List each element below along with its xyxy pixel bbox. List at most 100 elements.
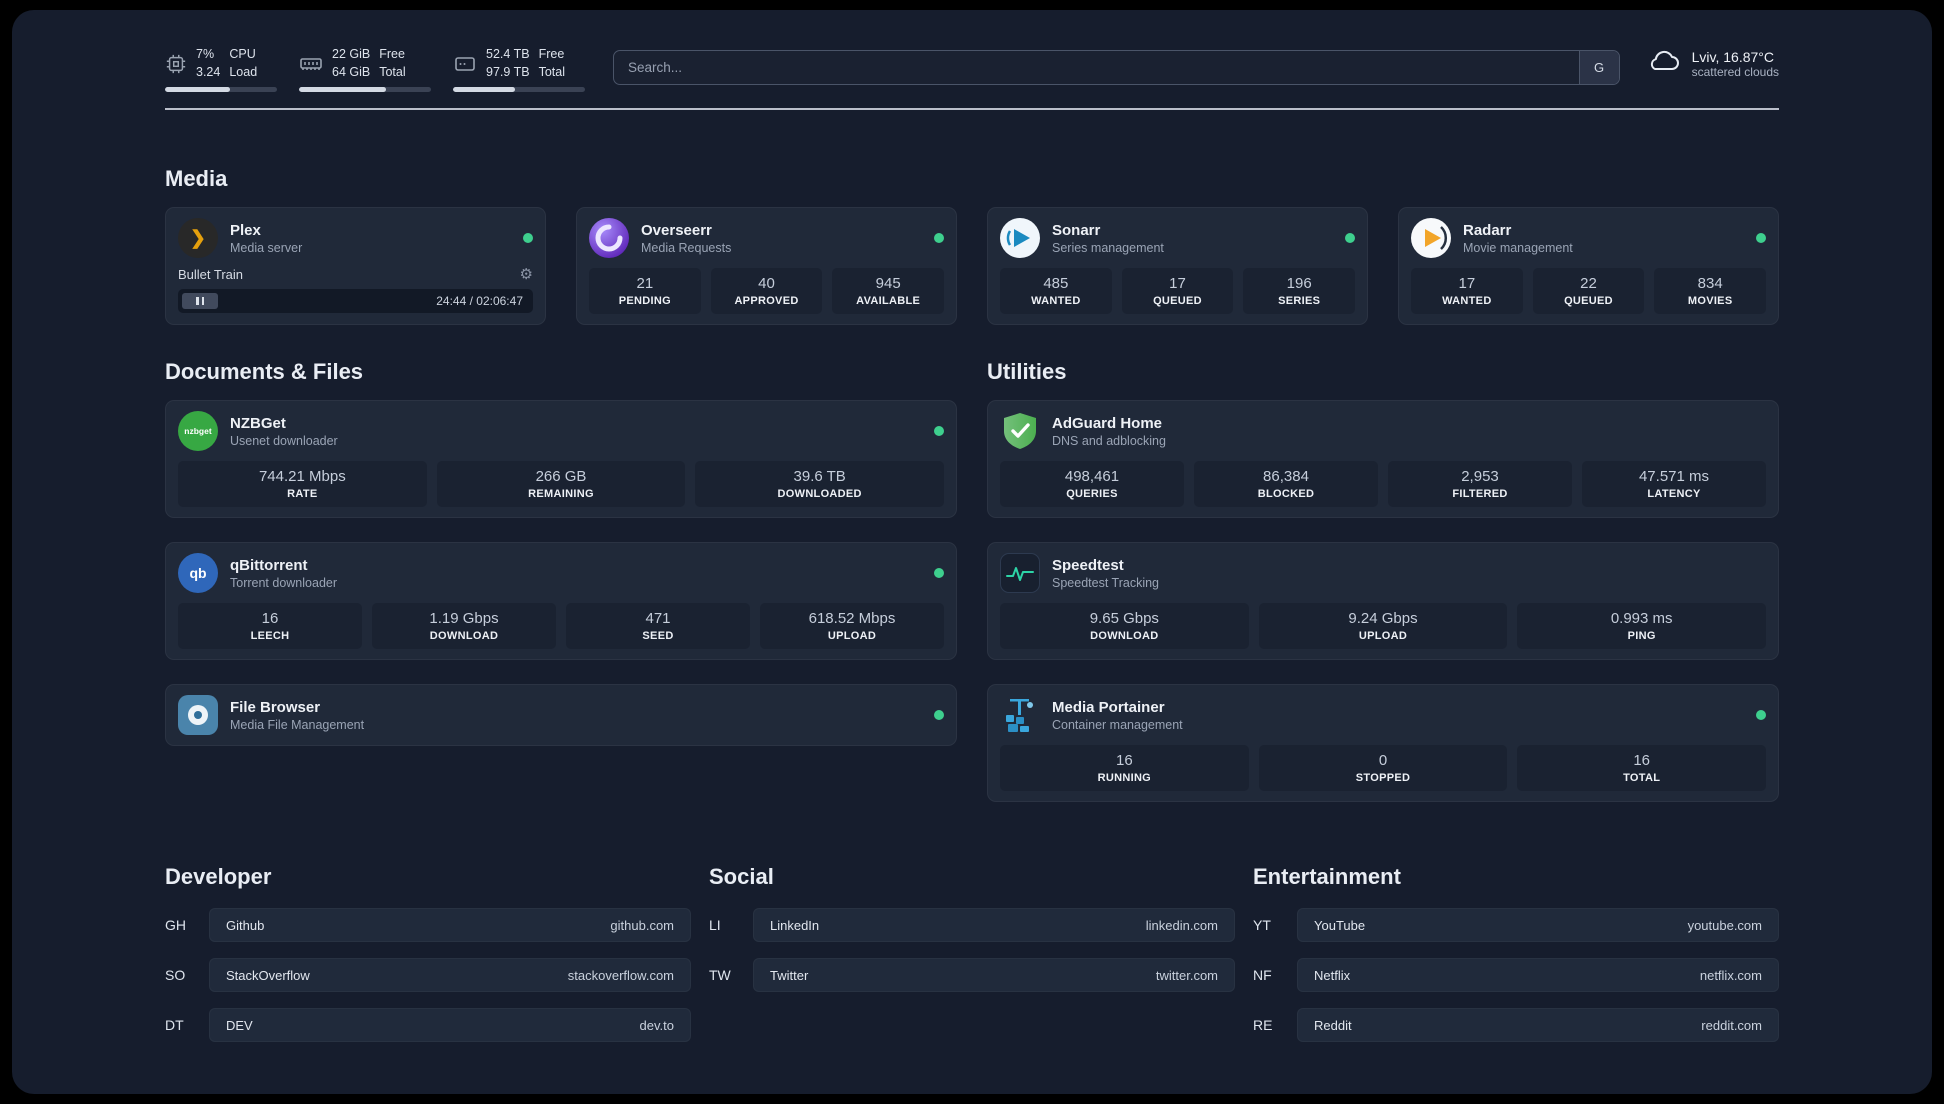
stat-remaining: 266 GB REMAINING bbox=[436, 461, 686, 507]
disk-widget: 52.4 TB 97.9 TB Free Total bbox=[453, 46, 585, 92]
app-desc: Container management bbox=[1052, 717, 1183, 732]
memory-bar bbox=[299, 87, 431, 92]
plex-now-playing: Bullet Train ⚙ 24:44 / 02:06:47 bbox=[178, 267, 533, 313]
topbar: 7% 3.24 CPU Load 22 GiB bbox=[165, 46, 1779, 92]
memory-free-value: 22 GiB bbox=[332, 47, 371, 61]
card-filebrowser: File Browser Media File Management bbox=[165, 684, 957, 746]
app-desc: Media Requests bbox=[641, 240, 732, 255]
memory-icon bbox=[299, 52, 323, 76]
section-media: Media ❯ Plex Media server Bullet Train bbox=[165, 166, 1779, 325]
filebrowser-link[interactable]: File Browser Media File Management bbox=[178, 695, 944, 735]
disk-bar bbox=[453, 87, 585, 92]
app-name: File Browser bbox=[230, 698, 321, 716]
portainer-icon bbox=[1000, 695, 1040, 735]
card-radarr: Radarr Movie management 17 WANTED 22 QUE… bbox=[1398, 207, 1779, 325]
nzbget-icon: nzbget bbox=[178, 411, 218, 451]
search-input[interactable] bbox=[614, 51, 1579, 84]
cloud-icon bbox=[1646, 48, 1682, 79]
stat-download: 9.65 Gbps DOWNLOAD bbox=[1000, 603, 1249, 649]
bookmark-reddit[interactable]: RE Reddit reddit.com bbox=[1253, 1008, 1779, 1042]
app-name: qBittorrent bbox=[230, 556, 308, 574]
app-name: AdGuard Home bbox=[1052, 414, 1163, 432]
stat-movies: 834 MOVIES bbox=[1654, 268, 1767, 314]
bookmark-twitter[interactable]: TW Twitter twitter.com bbox=[709, 958, 1235, 992]
disk-total-value: 97.9 TB bbox=[486, 64, 530, 79]
app-desc: DNS and adblocking bbox=[1052, 433, 1166, 448]
player-progress-bar[interactable]: 24:44 / 02:06:47 bbox=[178, 289, 533, 313]
bookmark-stackoverflow[interactable]: SO StackOverflow stackoverflow.com bbox=[165, 958, 691, 992]
disk-free-value: 52.4 TB bbox=[486, 47, 530, 61]
bookmark-linkedin[interactable]: LI LinkedIn linkedin.com bbox=[709, 908, 1235, 942]
stat-total: 16 TOTAL bbox=[1517, 745, 1767, 791]
bookmark-github[interactable]: GH Github github.com bbox=[165, 908, 691, 942]
status-dot bbox=[934, 710, 944, 720]
pause-button[interactable] bbox=[182, 293, 218, 309]
cpu-load-value: 3.24 bbox=[196, 64, 221, 79]
status-dot bbox=[934, 233, 944, 243]
adguard-link[interactable]: AdGuard Home DNS and adblocking bbox=[1000, 411, 1766, 451]
bookmark-youtube[interactable]: YT YouTube youtube.com bbox=[1253, 908, 1779, 942]
app-desc: Media server bbox=[230, 240, 303, 255]
stat-upload: 9.24 Gbps UPLOAD bbox=[1258, 603, 1508, 649]
app-desc: Usenet downloader bbox=[230, 433, 338, 448]
memory-total-label: Total bbox=[379, 64, 406, 79]
status-dot bbox=[934, 568, 944, 578]
stat-download: 1.19 Gbps DOWNLOAD bbox=[372, 603, 556, 649]
status-dot bbox=[1756, 233, 1766, 243]
section-title-developer: Developer bbox=[165, 864, 272, 889]
cpu-percent: 7% bbox=[196, 47, 215, 61]
app-desc: Torrent downloader bbox=[230, 575, 338, 590]
bookmark-netflix[interactable]: NF Netflix netflix.com bbox=[1253, 958, 1779, 992]
stat-queued: 17 QUEUED bbox=[1121, 268, 1234, 314]
bookmarks-developer: Developer GH Github github.com SO StackO… bbox=[165, 864, 691, 1042]
cpu-widget: 7% 3.24 CPU Load bbox=[165, 46, 277, 92]
bookmarks-entertainment: Entertainment YT YouTube youtube.com NF … bbox=[1253, 864, 1779, 1042]
stat-upload: 618.52 Mbps UPLOAD bbox=[760, 603, 944, 649]
memory-total-value: 64 GiB bbox=[332, 64, 371, 79]
overseerr-link[interactable]: Overseerr Media Requests bbox=[589, 218, 944, 258]
card-speedtest: Speedtest Speedtest Tracking 9.65 Gbps D… bbox=[987, 542, 1779, 660]
app-name: Sonarr bbox=[1052, 221, 1101, 239]
card-nzbget: nzbget NZBGet Usenet downloader 744.21 M… bbox=[165, 400, 957, 518]
stat-ping: 0.993 ms PING bbox=[1517, 603, 1767, 649]
card-plex: ❯ Plex Media server Bullet Train ⚙ bbox=[165, 207, 546, 325]
overseerr-icon bbox=[589, 218, 629, 258]
disk-total-label: Total bbox=[538, 64, 565, 79]
disk-icon bbox=[453, 52, 477, 76]
radarr-link[interactable]: Radarr Movie management bbox=[1411, 218, 1766, 258]
bookmarks-social: Social LI LinkedIn linkedin.com TW Twitt… bbox=[709, 864, 1235, 1042]
search-engine-button[interactable]: G bbox=[1578, 51, 1619, 84]
qbittorrent-link[interactable]: qb qBittorrent Torrent downloader bbox=[178, 553, 944, 593]
qbittorrent-icon: qb bbox=[178, 553, 218, 593]
section-title-utilities: Utilities bbox=[987, 359, 1067, 384]
stat-queued: 22 QUEUED bbox=[1532, 268, 1645, 314]
gear-icon[interactable]: ⚙ bbox=[519, 266, 533, 283]
portainer-link[interactable]: Media Portainer Container management bbox=[1000, 695, 1766, 735]
stat-available: 945 AVAILABLE bbox=[832, 268, 945, 314]
adguard-shield-icon bbox=[1000, 411, 1040, 451]
bookmark-dev[interactable]: DT DEV dev.to bbox=[165, 1008, 691, 1042]
app-name: Media Portainer bbox=[1052, 698, 1165, 716]
weather-location: Lviv, 16.87°C bbox=[1691, 48, 1774, 65]
disk-free-label: Free bbox=[538, 47, 565, 61]
stat-wanted: 485 WANTED bbox=[1000, 268, 1112, 314]
card-portainer: Media Portainer Container management 16 … bbox=[987, 684, 1779, 802]
app-desc: Speedtest Tracking bbox=[1052, 575, 1160, 590]
plex-link[interactable]: ❯ Plex Media server bbox=[178, 218, 533, 258]
nzbget-link[interactable]: nzbget NZBGet Usenet downloader bbox=[178, 411, 944, 451]
speedtest-link[interactable]: Speedtest Speedtest Tracking bbox=[1000, 553, 1766, 593]
card-sonarr: Sonarr Series management 485 WANTED 17 Q… bbox=[987, 207, 1368, 325]
weather-condition: scattered clouds bbox=[1691, 64, 1779, 79]
stat-filtered: 2,953 FILTERED bbox=[1388, 461, 1572, 507]
stat-wanted: 17 WANTED bbox=[1411, 268, 1523, 314]
header-divider bbox=[165, 108, 1779, 110]
section-documents: Documents & Files nzbget NZBGet Usenet d… bbox=[165, 359, 957, 746]
sonarr-link[interactable]: Sonarr Series management bbox=[1000, 218, 1355, 258]
stat-rate: 744.21 Mbps RATE bbox=[178, 461, 427, 507]
section-title-media: Media bbox=[165, 166, 228, 191]
stat-latency: 47.571 ms LATENCY bbox=[1582, 461, 1766, 507]
stat-approved: 40 APPROVED bbox=[710, 268, 823, 314]
section-utilities: Utilities bbox=[987, 359, 1779, 802]
section-title-social: Social bbox=[709, 864, 774, 889]
app-desc: Movie management bbox=[1463, 240, 1573, 255]
